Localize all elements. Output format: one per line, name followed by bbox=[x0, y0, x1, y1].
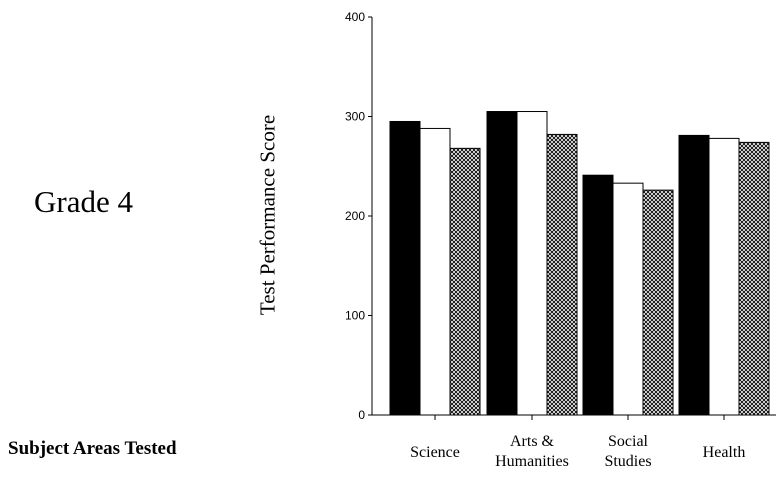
bar-2-2 bbox=[612, 182, 644, 416]
category-label: Social bbox=[608, 433, 649, 450]
category-label: Humanities bbox=[495, 453, 569, 470]
bar-2-0 bbox=[419, 127, 451, 416]
bar-3-1 bbox=[546, 133, 578, 416]
bar-3-2 bbox=[642, 189, 674, 416]
bar-3-0 bbox=[449, 147, 481, 416]
bar-2-3 bbox=[708, 137, 740, 416]
y-tick-label: 0 bbox=[358, 408, 365, 422]
y-tick-label: 100 bbox=[345, 309, 365, 323]
subject-areas-label: Subject Areas Tested bbox=[8, 438, 177, 459]
category-label: Arts & bbox=[510, 433, 555, 450]
category-label: Health bbox=[703, 444, 746, 461]
grade-label: Grade 4 bbox=[34, 184, 133, 219]
y-tick-label: 200 bbox=[345, 209, 365, 223]
bar-2-1 bbox=[516, 111, 548, 416]
category-label: Studies bbox=[604, 453, 651, 470]
y-tick-label: 400 bbox=[345, 10, 365, 24]
bar-1-2 bbox=[582, 174, 614, 416]
bar-1-0 bbox=[389, 120, 421, 416]
bar-3-3 bbox=[738, 141, 770, 416]
category-label: Science bbox=[410, 444, 460, 461]
bar-1-3 bbox=[678, 134, 710, 416]
bar-1-1 bbox=[486, 111, 518, 416]
y-tick-label: 300 bbox=[345, 110, 365, 124]
